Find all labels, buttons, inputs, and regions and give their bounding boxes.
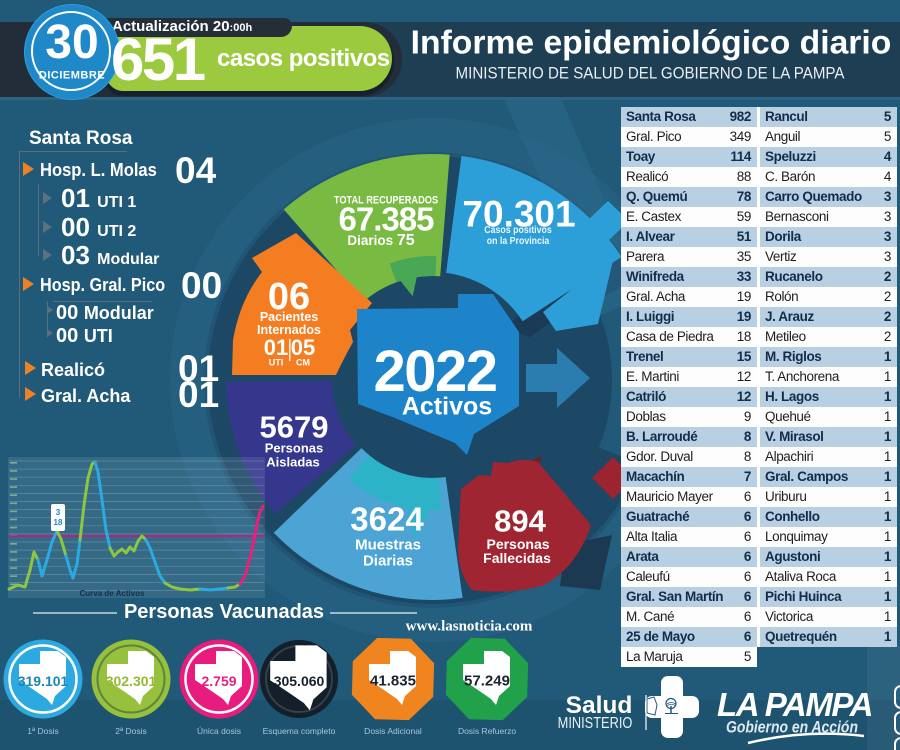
svg-text:3: 3 [56,508,61,517]
svg-text:18: 18 [54,518,63,527]
